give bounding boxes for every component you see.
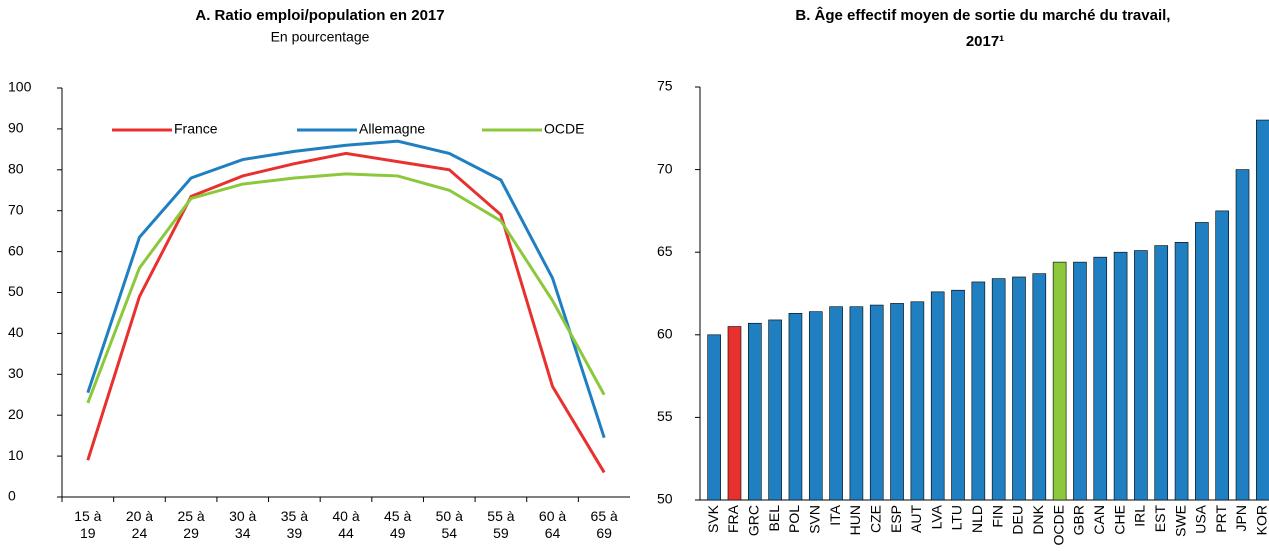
x-tick-label: GBR <box>1071 505 1087 535</box>
x-tick-label: DEU <box>1010 505 1026 535</box>
y-tick-label: 50 <box>8 283 24 299</box>
bar <box>707 334 721 501</box>
x-tick-label: POL <box>786 505 802 533</box>
x-tick-label: DNK <box>1030 504 1046 534</box>
y-tick-label: 70 <box>657 160 673 176</box>
legend-label: OCDE <box>544 121 584 137</box>
y-tick-label: 60 <box>657 326 673 342</box>
y-tick-label: 30 <box>8 365 24 381</box>
chart-subtitle: En pourcentage <box>271 29 370 45</box>
bar <box>951 289 965 501</box>
bar <box>1154 245 1169 501</box>
x-tick-label: 20 à 24 <box>125 508 154 541</box>
bar <box>1113 251 1128 501</box>
x-tick-label: USA <box>1193 504 1209 533</box>
bar <box>1235 169 1250 501</box>
legend-label: Allemagne <box>359 121 425 137</box>
y-tick-label: 90 <box>8 120 24 136</box>
x-tick-label: SWE <box>1172 505 1188 537</box>
x-tick-label: 25 à 29 <box>177 508 205 541</box>
bar <box>1032 273 1047 501</box>
x-tick-label: JPN <box>1233 505 1249 531</box>
x-tick-label: CAN <box>1091 505 1107 535</box>
bar <box>849 306 864 501</box>
x-tick-label: ITA <box>827 504 843 525</box>
x-tick-label: 30 à 34 <box>229 508 257 541</box>
x-tick-label: SVN <box>806 505 822 534</box>
x-tick-label: KOR <box>1254 505 1269 535</box>
x-tick-label: FRA <box>725 504 741 533</box>
bar <box>829 306 843 501</box>
y-tick-label: 50 <box>657 491 673 507</box>
x-tick-label: AUT <box>908 505 924 533</box>
line-series <box>86 151 606 474</box>
chart-title: A. Ratio emploi/population en 2017 <box>195 7 444 24</box>
y-tick-label: 65 <box>657 243 673 259</box>
bar <box>930 291 945 501</box>
bar <box>1134 250 1148 501</box>
y-tick-label: 20 <box>8 406 24 422</box>
y-tick-label: 100 <box>8 79 32 95</box>
x-tick-label: OCDE <box>1050 505 1066 545</box>
x-tick-label: LVA <box>928 504 944 529</box>
bar <box>890 303 904 501</box>
x-tick-label: 50 à 54 <box>435 508 463 541</box>
y-tick-label: 55 <box>657 408 673 424</box>
bar <box>1195 222 1209 501</box>
y-tick-label: 80 <box>8 161 24 177</box>
bar <box>1012 276 1026 501</box>
x-tick-label: SVK <box>705 504 721 533</box>
x-tick-label: GRC <box>746 505 762 536</box>
x-tick-label: 45 à 49 <box>384 508 412 541</box>
bar <box>748 322 762 501</box>
y-tick-label: 10 <box>8 447 24 463</box>
y-tick-label: 75 <box>657 78 673 94</box>
x-tick-label: NLD <box>969 505 985 533</box>
x-tick-label: CHE <box>1111 505 1127 535</box>
bar <box>991 278 1006 501</box>
bar <box>1073 261 1087 501</box>
x-tick-label: 65 à 69 <box>590 508 618 541</box>
bar <box>808 311 823 501</box>
x-tick-label: CZE <box>867 505 883 533</box>
x-tick-label: 55 à 59 <box>487 508 515 541</box>
x-tick-label: 35 à 39 <box>280 508 308 541</box>
x-tick-label: ESP <box>888 505 904 533</box>
bar <box>727 326 742 501</box>
chart-title: B. Âge effectif moyen de sortie du march… <box>795 6 1174 50</box>
x-tick-label: IRL <box>1132 505 1148 527</box>
bar <box>1256 119 1269 501</box>
x-tick-label: HUN <box>847 505 863 535</box>
y-tick-label: 60 <box>8 242 24 258</box>
x-tick-label: 60 à 64 <box>538 508 567 541</box>
y-tick-label: 40 <box>8 324 24 340</box>
bar <box>910 301 925 501</box>
bar <box>1174 241 1189 501</box>
bar <box>1052 261 1067 501</box>
bar <box>768 319 782 501</box>
x-tick-label: 15 à 19 <box>74 508 102 541</box>
line-series <box>86 172 606 404</box>
bar <box>971 281 986 501</box>
y-tick-label: 0 <box>8 488 16 504</box>
x-tick-label: EST <box>1152 505 1168 533</box>
bar <box>869 304 884 501</box>
x-tick-label: BEL <box>766 505 782 532</box>
x-tick-label: FIN <box>989 505 1005 528</box>
bar <box>1215 210 1229 501</box>
line-series <box>86 139 606 439</box>
legend-label: France <box>174 121 218 137</box>
bar <box>788 313 803 501</box>
x-tick-label: 40 à 44 <box>332 508 360 541</box>
x-tick-label: LTU <box>949 505 965 530</box>
bar <box>1093 256 1108 501</box>
x-tick-label: PRT <box>1213 505 1229 533</box>
y-tick-label: 70 <box>8 201 24 217</box>
